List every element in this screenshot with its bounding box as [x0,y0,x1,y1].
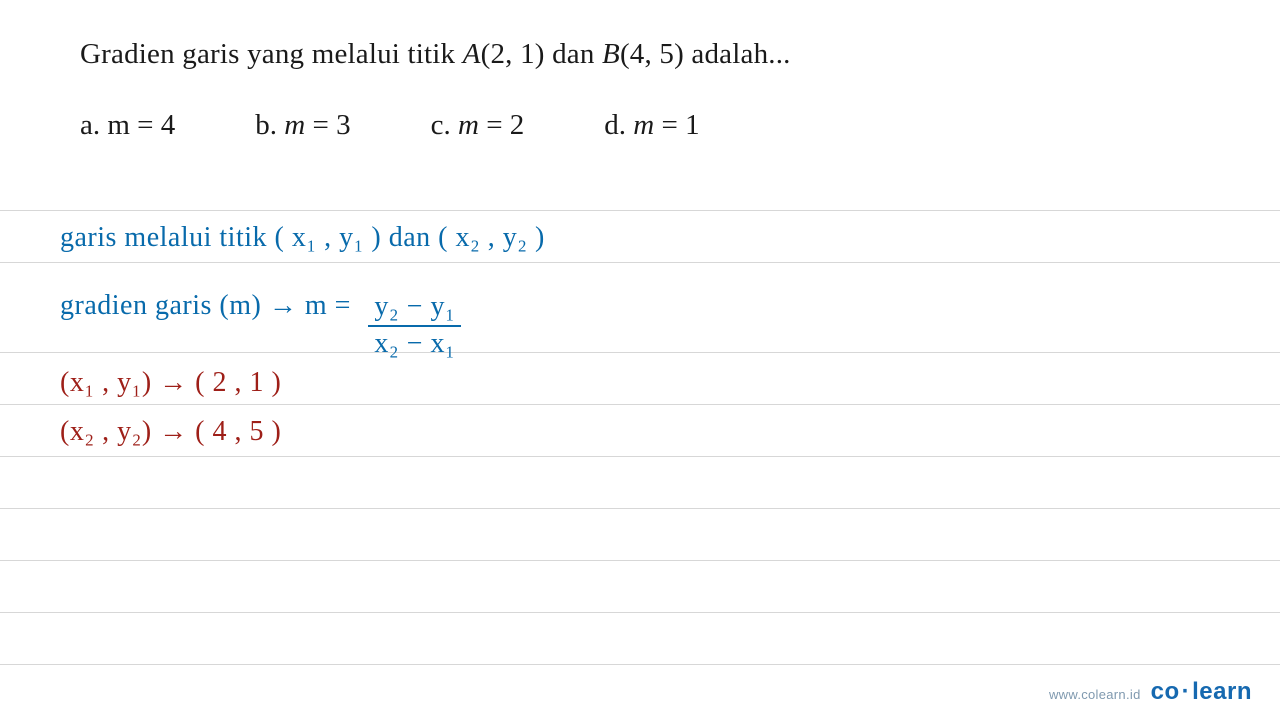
handwritten-line-3: (x₁ , y₁) → ( 2 , 1 ) [60,367,281,399]
logo-dot: · [1180,678,1193,705]
question-text: Gradien garis yang melalui titik A(2, 1)… [80,34,1200,75]
handwritten-line-2: gradien garis (m) → m = y₂ − y₁x₂ − x₁ [60,274,461,342]
question-prefix: Gradien garis yang melalui titik [80,38,463,70]
hw-frac-den: x₂ − x₁ [368,327,461,360]
option-c: c. m = 2 [431,109,525,142]
footer-logo: co·learn [1151,678,1252,706]
option-c-prefix: c. [431,109,458,141]
hw-line2-left: gradien garis (m) → m = [60,290,358,321]
handwritten-line-1: garis melalui titik ( x₁ , y₁ ) dan ( x₂… [60,222,545,254]
option-d: d. m = 1 [604,109,699,142]
footer: www.colearn.id co·learn [1049,678,1252,706]
option-c-var: m [458,109,479,141]
paper-rule [0,352,1280,353]
logo-co: co [1151,678,1180,705]
question-suffix: adalah... [684,38,791,70]
paper-rule [0,404,1280,405]
option-b: b. m = 3 [255,109,350,142]
paper-rule [0,560,1280,561]
question-area: Gradien garis yang melalui titik A(2, 1)… [0,0,1280,162]
footer-url: www.colearn.id [1049,687,1141,702]
option-a: a. m = 4 [80,109,175,142]
lined-paper: garis melalui titik ( x₁ , y₁ ) dan ( x₂… [0,210,1280,720]
paper-rule [0,210,1280,211]
option-d-var: m [633,109,654,141]
option-d-prefix: d. [604,109,633,141]
point-a-coords: (2, 1) [481,38,545,70]
question-mid: dan [545,38,602,70]
hw-frac-num: y₂ − y₁ [368,292,461,327]
handwritten-line-4: (x₂ , y₂) → ( 4 , 5 ) [60,416,281,448]
option-b-var: m [284,109,305,141]
point-b-coords: (4, 5) [620,38,684,70]
paper-rule [0,664,1280,665]
paper-rule [0,262,1280,263]
option-b-rest: = 3 [305,109,350,141]
option-c-rest: = 2 [479,109,524,141]
logo-learn: learn [1192,678,1252,705]
hw-fraction: y₂ − y₁x₂ − x₁ [368,292,461,360]
option-b-prefix: b. [255,109,284,141]
option-d-rest: = 1 [654,109,699,141]
options-row: a. m = 4 b. m = 3 c. m = 2 d. m = 1 [80,109,1200,142]
paper-rule [0,508,1280,509]
paper-rule [0,612,1280,613]
option-a-text: a. m = 4 [80,109,175,141]
point-b-name: B [602,38,620,70]
point-a-name: A [463,38,481,70]
paper-rule [0,456,1280,457]
